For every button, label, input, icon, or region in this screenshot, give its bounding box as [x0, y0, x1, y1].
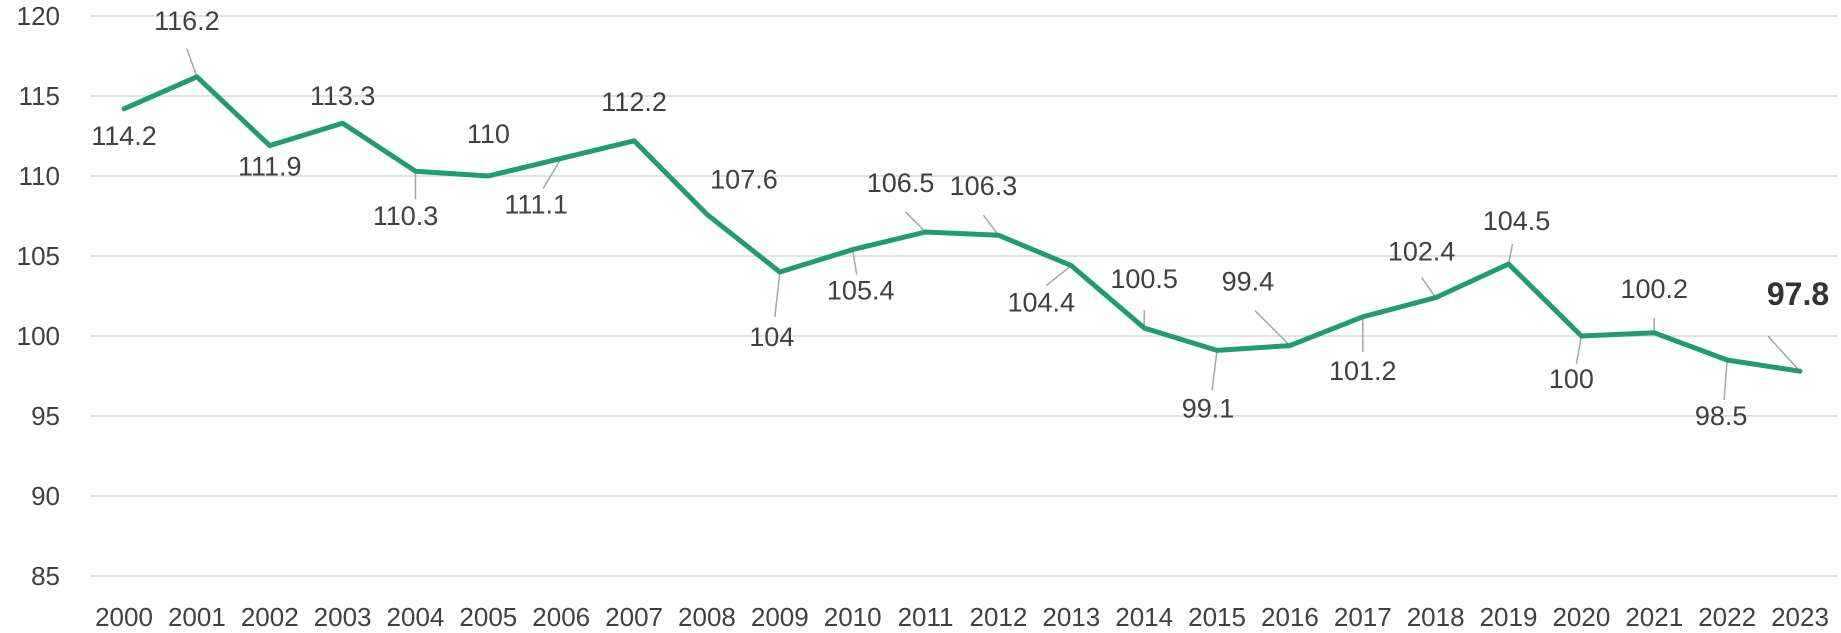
- data-label: 97.8: [1767, 276, 1829, 312]
- leader-line: [1767, 335, 1801, 372]
- x-tick-label: 2008: [678, 602, 736, 632]
- data-label: 100.5: [1110, 264, 1178, 294]
- data-labels: 114.2 116.2 111.9 113.3 110.3 110 111.1 112.2 10…: [91, 6, 1829, 431]
- x-tick-label: 2021: [1625, 602, 1683, 632]
- data-label: 99.1: [1182, 393, 1235, 423]
- x-tick-label: 2013: [1042, 602, 1100, 632]
- x-tick-label: 2001: [168, 602, 226, 632]
- x-tick-label: 2007: [605, 602, 663, 632]
- data-label: 106.3: [950, 171, 1018, 201]
- leader-line: [186, 48, 198, 78]
- x-tick-label: 2011: [898, 602, 954, 632]
- leader-line: [1575, 335, 1583, 365]
- data-label: 100.2: [1620, 274, 1688, 304]
- x-tick-label: 2005: [459, 602, 517, 632]
- y-tick-label: 120: [17, 1, 60, 31]
- leader-line: [851, 249, 858, 275]
- y-axis-tick-labels: 85 90 95 100 105 110 115 120: [17, 1, 60, 591]
- data-label: 104.4: [1008, 288, 1076, 318]
- y-tick-label: 90: [31, 481, 60, 511]
- leader-line: [905, 211, 927, 233]
- x-tick-label: 2003: [314, 602, 372, 632]
- data-label: 104: [749, 322, 794, 352]
- x-tick-label: 2006: [532, 602, 590, 632]
- x-tick-label: 2023: [1771, 602, 1829, 632]
- x-tick-label: 2000: [95, 602, 153, 632]
- data-label: 116.2: [154, 6, 220, 36]
- data-label: 112.2: [601, 87, 667, 117]
- data-label: 99.4: [1222, 267, 1275, 297]
- x-tick-label: 2004: [387, 602, 445, 632]
- data-label: 102.4: [1388, 237, 1456, 267]
- data-label: 107.6: [710, 164, 778, 194]
- leader-line: [1421, 277, 1437, 299]
- gridlines: [90, 15, 1838, 577]
- data-label: 100: [1549, 364, 1594, 394]
- x-tick-label: 2017: [1334, 602, 1392, 632]
- x-axis-tick-labels: 2000 2001 2002 2003 2004 2005 2006 2007 2008 2009…: [95, 602, 1829, 632]
- x-tick-label: 2010: [824, 602, 882, 632]
- data-label: 111.1: [504, 189, 568, 219]
- x-tick-label: 2019: [1480, 602, 1538, 632]
- series-line: [121, 74, 1803, 374]
- y-tick-label: 110: [19, 161, 60, 191]
- x-tick-label: 2020: [1552, 602, 1610, 632]
- y-tick-label: 105: [17, 241, 60, 271]
- leader-line: [1045, 265, 1072, 287]
- leader-line: [1211, 350, 1218, 391]
- x-tick-label: 2002: [241, 602, 299, 632]
- data-label: 105.4: [827, 276, 895, 306]
- data-label-leader-lines: [186, 48, 1801, 401]
- x-tick-label: 2016: [1261, 602, 1319, 632]
- data-label: 110: [467, 119, 510, 149]
- x-tick-label: 2022: [1698, 602, 1756, 632]
- data-label: 113.3: [310, 81, 376, 111]
- data-label: 110.3: [373, 201, 439, 231]
- y-tick-label: 95: [31, 401, 60, 431]
- leader-line: [1723, 359, 1728, 401]
- data-label: 111.9: [238, 152, 302, 182]
- x-tick-label: 2009: [751, 602, 809, 632]
- leader-line: [1507, 243, 1514, 265]
- x-tick-label: 2014: [1115, 602, 1173, 632]
- data-label: 106.5: [867, 168, 935, 198]
- leader-line: [774, 271, 781, 318]
- y-tick-label: 85: [31, 561, 60, 591]
- x-tick-label: 2012: [970, 602, 1028, 632]
- data-label: 114.2: [91, 121, 157, 151]
- y-tick-label: 115: [19, 81, 60, 111]
- data-label: 98.5: [1695, 401, 1748, 431]
- leader-line: [982, 214, 1000, 236]
- data-label: 101.2: [1329, 356, 1397, 386]
- leader-line: [1254, 310, 1291, 347]
- x-tick-label: 2018: [1407, 602, 1465, 632]
- y-tick-label: 100: [17, 321, 60, 351]
- leader-line: [542, 158, 562, 189]
- data-label: 104.5: [1483, 206, 1551, 236]
- x-tick-label: 2015: [1188, 602, 1246, 632]
